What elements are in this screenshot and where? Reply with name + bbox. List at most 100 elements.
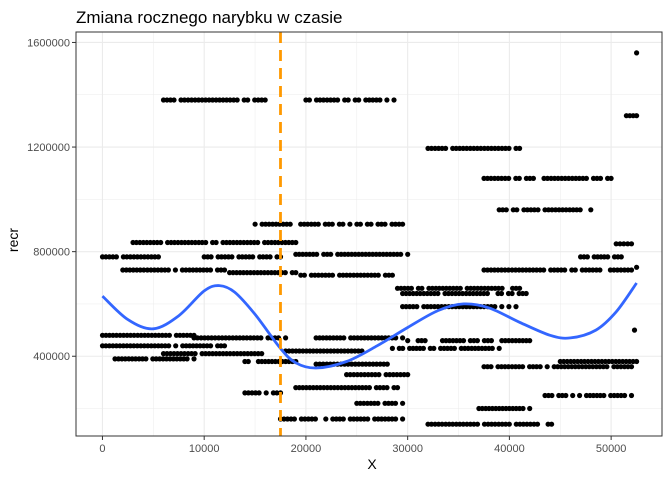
data-point — [181, 97, 188, 103]
data-point — [262, 97, 268, 103]
data-point — [245, 390, 251, 396]
data-point — [400, 416, 406, 422]
data-point — [389, 345, 395, 351]
data-point — [509, 290, 515, 297]
x-tick-label: 50000 — [596, 443, 627, 455]
data-point — [370, 97, 376, 103]
data-point — [530, 175, 537, 181]
data-point — [365, 372, 371, 378]
data-point — [245, 358, 251, 365]
y-tick-label: 1600000 — [27, 37, 70, 49]
data-point — [384, 385, 390, 391]
data-point — [363, 361, 369, 367]
data-point — [516, 290, 522, 297]
data-point — [537, 364, 543, 370]
data-point — [499, 175, 505, 181]
x-tick-label: 0 — [99, 443, 105, 455]
data-point — [405, 251, 411, 257]
data-point — [329, 221, 335, 227]
data-point — [377, 361, 383, 367]
smooth-curve — [101, 282, 638, 370]
data-point — [634, 358, 640, 365]
data-point — [617, 241, 623, 247]
data-point — [577, 207, 583, 213]
data-point — [113, 254, 119, 260]
y-axis-title: recr — [5, 228, 21, 252]
chart-title: Zmiana rocznego narybku w czasie — [76, 8, 342, 27]
data-point — [366, 385, 372, 391]
data-point — [613, 241, 619, 247]
data-point — [312, 416, 318, 422]
data-point — [435, 290, 441, 297]
data-point — [460, 338, 467, 344]
data-point — [513, 421, 519, 427]
data-point — [428, 290, 434, 297]
data-point — [351, 372, 357, 378]
data-point — [417, 290, 423, 297]
data-point — [208, 254, 214, 260]
data-point — [141, 267, 147, 273]
data-point — [499, 304, 505, 310]
data-point — [391, 97, 397, 103]
data-point — [428, 304, 434, 310]
data-point — [464, 145, 470, 151]
data-point — [171, 97, 177, 103]
data-point — [382, 221, 388, 227]
data-point — [354, 372, 360, 378]
data-point — [513, 304, 519, 310]
data-point — [450, 421, 456, 427]
data-point — [172, 267, 178, 273]
data-point — [347, 372, 353, 378]
data-point — [166, 343, 172, 349]
data-point — [443, 145, 449, 151]
data-point — [362, 372, 368, 378]
y-tick-label: 1200000 — [27, 142, 70, 154]
data-point — [478, 145, 484, 151]
data-point — [221, 267, 228, 273]
data-point — [471, 421, 477, 427]
y-axis: 400000 800000 1200000 1600000 — [27, 37, 76, 363]
data-point — [481, 290, 487, 297]
x-axis-title: X — [367, 456, 377, 472]
data-point — [572, 267, 578, 273]
data-points — [99, 50, 640, 427]
data-point — [340, 416, 346, 422]
data-point — [173, 343, 179, 349]
data-point — [506, 304, 512, 310]
data-point — [634, 113, 640, 119]
data-point — [400, 335, 406, 341]
x-axis: 0 10000 20000 30000 40000 50000 — [99, 436, 626, 455]
data-point — [227, 97, 233, 103]
data-point — [341, 335, 347, 341]
data-point — [563, 207, 569, 213]
data-point — [394, 372, 400, 378]
panel-border — [75, 31, 663, 437]
data-point — [145, 332, 151, 338]
data-point — [335, 97, 341, 103]
data-point — [534, 364, 540, 370]
data-point — [291, 416, 297, 422]
data-point — [234, 97, 240, 103]
data-point — [422, 338, 428, 344]
data-point — [460, 290, 466, 297]
data-point — [405, 338, 411, 344]
data-point — [520, 364, 526, 370]
data-point — [250, 254, 256, 260]
data-point — [634, 264, 640, 270]
data-point — [505, 364, 512, 370]
data-point — [488, 175, 494, 181]
data-point — [527, 421, 534, 427]
data-point — [252, 221, 258, 227]
data-point — [366, 361, 373, 367]
data-point — [628, 364, 635, 370]
data-point — [221, 343, 228, 349]
data-point — [495, 145, 501, 151]
data-point — [622, 392, 628, 399]
x-tick-label: 40000 — [494, 443, 525, 455]
data-point — [158, 239, 164, 246]
data-point — [306, 97, 312, 103]
data-point — [335, 385, 341, 391]
data-point — [506, 175, 512, 181]
data-point — [517, 285, 523, 291]
